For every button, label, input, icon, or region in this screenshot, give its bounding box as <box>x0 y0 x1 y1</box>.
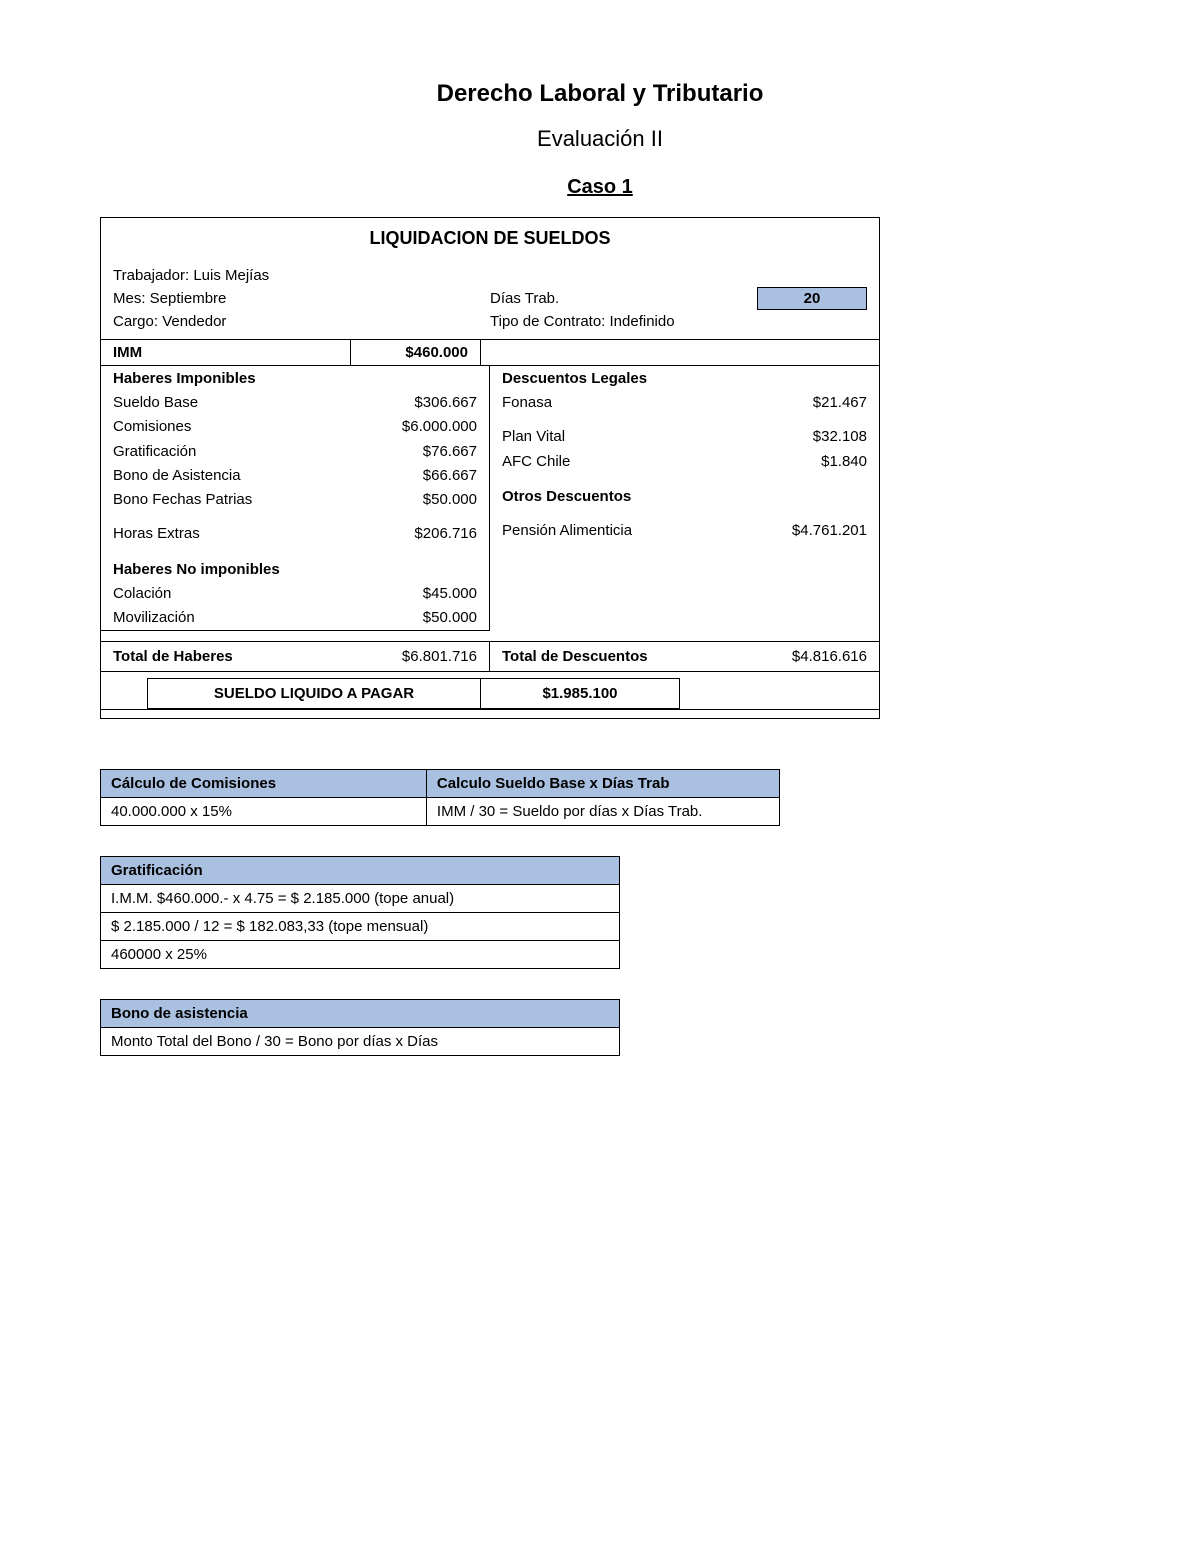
line-label: Plan Vital <box>502 427 767 447</box>
payroll-box: LIQUIDACION DE SUELDOS Trabajador: Luis … <box>100 217 880 719</box>
line-plan-vital: Plan Vital $32.108 <box>490 425 879 449</box>
total-descuentos-label: Total de Descuentos <box>502 648 767 665</box>
line-value: $50.000 <box>377 608 477 628</box>
line-value: $21.467 <box>767 393 867 413</box>
calc-gratificacion-row0: I.M.M. $460.000.- x 4.75 = $ 2.185.000 (… <box>101 885 620 913</box>
calc-bono-table: Bono de asistencia Monto Total del Bono … <box>100 999 620 1056</box>
line-value: $6.000.000 <box>377 417 477 437</box>
line-fonasa: Fonasa $21.467 <box>490 391 879 415</box>
line-bono-patrias: Bono Fechas Patrias $50.000 <box>101 488 489 512</box>
total-haberes-cell: Total de Haberes $6.801.716 <box>101 642 490 671</box>
total-descuentos-value: $4.816.616 <box>767 648 867 665</box>
liquido-value: $1.985.100 <box>480 678 680 709</box>
line-colacion: Colación $45.000 <box>101 582 489 606</box>
line-label: Bono Fechas Patrias <box>113 490 377 510</box>
haberes-column: Haberes Imponibles Sueldo Base $306.667 … <box>101 366 490 631</box>
total-descuentos-cell: Total de Descuentos $4.816.616 <box>490 642 879 671</box>
line-value: $66.667 <box>377 466 477 486</box>
line-bono-asistencia: Bono de Asistencia $66.667 <box>101 464 489 488</box>
subtitle: Evaluación II <box>100 126 1100 152</box>
calc-bono-row: Monto Total del Bono / 30 = Bono por día… <box>101 1028 620 1056</box>
calc-gratificacion-row2: 460000 x 25% <box>101 941 620 969</box>
total-haberes-label: Total de Haberes <box>113 648 377 665</box>
calc-comisiones-table: Cálculo de Comisiones Calculo Sueldo Bas… <box>100 769 780 826</box>
line-label: Pensión Alimenticia <box>502 521 767 541</box>
line-label: AFC Chile <box>502 452 767 472</box>
line-label: Sueldo Base <box>113 393 377 413</box>
line-movilizacion: Movilización $50.000 <box>101 606 489 631</box>
line-afc: AFC Chile $1.840 <box>490 450 879 474</box>
dias-trab-value: 20 <box>757 287 867 310</box>
calc-gratificacion-row1: $ 2.185.000 / 12 = $ 182.083,33 (tope me… <box>101 913 620 941</box>
calc-comisiones-header1: Cálculo de Comisiones <box>101 770 427 798</box>
line-value: $1.840 <box>767 452 867 472</box>
calc-bono-header: Bono de asistencia <box>101 1000 620 1028</box>
line-gratificacion: Gratificación $76.667 <box>101 440 489 464</box>
line-value: $4.761.201 <box>767 521 867 541</box>
line-value: $306.667 <box>377 393 477 413</box>
line-label: Comisiones <box>113 417 377 437</box>
line-value: $76.667 <box>377 442 477 462</box>
descuentos-column: Descuentos Legales Fonasa $21.467 Plan V… <box>490 366 879 631</box>
descuentos-legales-header: Descuentos Legales <box>490 366 879 391</box>
haberes-imponibles-header: Haberes Imponibles <box>101 366 489 391</box>
calc-comisiones-cell2: IMM / 30 = Sueldo por días x Días Trab. <box>426 798 779 826</box>
calc-comisiones-header2: Calculo Sueldo Base x Días Trab <box>426 770 779 798</box>
worker-label: Trabajador: Luis Mejías <box>113 267 490 284</box>
case-title: Caso 1 <box>100 176 1100 199</box>
imm-row: IMM $460.000 <box>101 339 879 366</box>
liquido-label: SUELDO LIQUIDO A PAGAR <box>147 678 480 709</box>
line-pension: Pensión Alimenticia $4.761.201 <box>490 519 879 543</box>
dias-trab-label: Días Trab. <box>490 290 757 307</box>
line-horas-extras: Horas Extras $206.716 <box>101 522 489 546</box>
page: Derecho Laboral y Tributario Evaluación … <box>100 80 1100 1056</box>
calc-gratificacion-header: Gratificación <box>101 857 620 885</box>
line-label: Fonasa <box>502 393 767 413</box>
info-block: Trabajador: Luis Mejías Mes: Septiembre … <box>101 267 879 339</box>
line-sueldo-base: Sueldo Base $306.667 <box>101 391 489 415</box>
line-label: Gratificación <box>113 442 377 462</box>
liquido-row: SUELDO LIQUIDO A PAGAR $1.985.100 <box>101 678 879 710</box>
imm-value: $460.000 <box>351 340 481 365</box>
line-comisiones: Comisiones $6.000.000 <box>101 415 489 439</box>
calc-comisiones-cell1: 40.000.000 x 15% <box>101 798 427 826</box>
line-value: $45.000 <box>377 584 477 604</box>
line-label: Horas Extras <box>113 524 377 544</box>
haberes-no-imponibles-header: Haberes No imponibles <box>101 557 489 582</box>
payroll-title: LIQUIDACION DE SUELDOS <box>101 218 879 267</box>
line-value: $50.000 <box>377 490 477 510</box>
imm-label: IMM <box>101 340 351 365</box>
calc-gratificacion-table: Gratificación I.M.M. $460.000.- x 4.75 =… <box>100 856 620 969</box>
main-title: Derecho Laboral y Tributario <box>100 80 1100 108</box>
line-label: Bono de Asistencia <box>113 466 377 486</box>
total-haberes-value: $6.801.716 <box>377 648 477 665</box>
month-label: Mes: Septiembre <box>113 290 490 307</box>
cargo-label: Cargo: Vendedor <box>113 313 490 330</box>
otros-descuentos-header: Otros Descuentos <box>490 484 879 509</box>
contrato-label: Tipo de Contrato: Indefinido <box>490 313 867 330</box>
line-value: $206.716 <box>377 524 477 544</box>
payroll-columns: Haberes Imponibles Sueldo Base $306.667 … <box>101 366 879 631</box>
line-label: Colación <box>113 584 377 604</box>
totals-row: Total de Haberes $6.801.716 Total de Des… <box>101 641 879 672</box>
line-value: $32.108 <box>767 427 867 447</box>
line-label: Movilización <box>113 608 377 628</box>
